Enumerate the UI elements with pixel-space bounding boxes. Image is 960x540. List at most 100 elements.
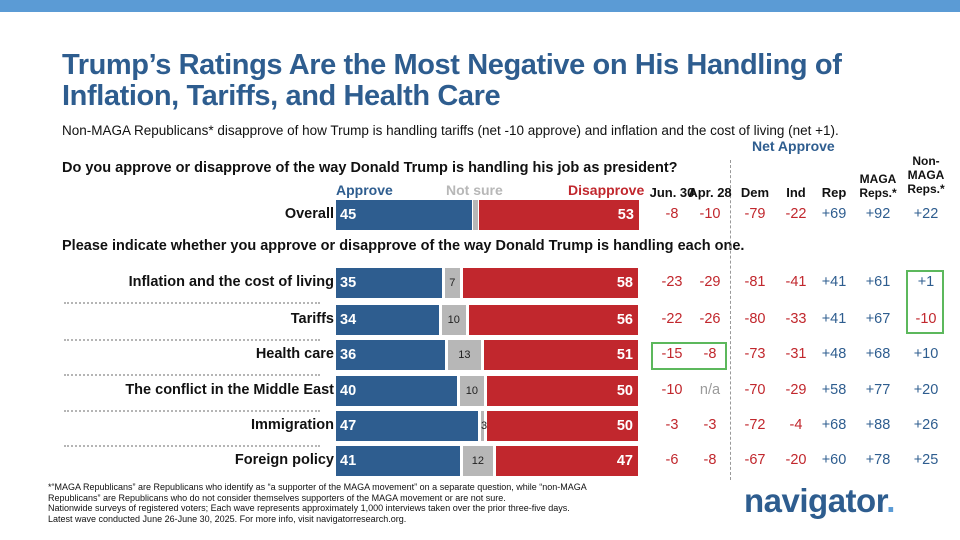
column-header-maga: MAGA Reps.* bbox=[859, 172, 897, 200]
net-cell-apr28: -26 bbox=[699, 311, 721, 327]
net-cell-nonmaga: +10 bbox=[913, 346, 939, 362]
question-overall: Do you approve or disapprove of the way … bbox=[62, 160, 678, 176]
row-label: Health care bbox=[255, 346, 334, 362]
bar-not-sure: 10 bbox=[441, 305, 466, 335]
bar-approve: 34 bbox=[336, 305, 439, 335]
net-cell-maga: +77 bbox=[865, 382, 891, 398]
net-cell-dem: -80 bbox=[744, 311, 766, 327]
row-label: Inflation and the cost of living bbox=[128, 274, 334, 290]
net-cell-maga: +61 bbox=[865, 274, 891, 290]
net-cell-nonmaga: -10 bbox=[915, 311, 937, 327]
net-cell-rep: +58 bbox=[821, 382, 847, 398]
net-cell-ind: -31 bbox=[785, 346, 807, 362]
bar-value-label: 53 bbox=[617, 207, 634, 223]
net-cell-apr28: -29 bbox=[699, 274, 721, 290]
row-divider bbox=[64, 302, 320, 304]
net-cell-rep: +68 bbox=[821, 417, 847, 433]
bar-not-sure: 3 bbox=[480, 411, 487, 441]
bar-disapprove: 47 bbox=[496, 446, 638, 476]
top-accent-bar bbox=[0, 0, 960, 12]
navigator-logo: navigator. bbox=[744, 482, 895, 520]
chart-title: Trump’s Ratings Are the Most Negative on… bbox=[62, 49, 842, 112]
net-cell-jun30: -15 bbox=[661, 346, 683, 362]
bar-value-label: 34 bbox=[340, 312, 357, 328]
row-label: Foreign policy bbox=[234, 452, 334, 468]
footnote-line: Latest wave conducted June 26-June 30, 2… bbox=[48, 513, 407, 524]
bar-disapprove: 50 bbox=[487, 376, 638, 406]
net-cell-dem: -72 bbox=[744, 417, 766, 433]
highlight-non-maga-inflation-tariffs bbox=[906, 270, 944, 334]
bar-disapprove: 56 bbox=[468, 305, 638, 335]
net-cell-ind: -41 bbox=[785, 274, 807, 290]
bar-value-label: 36 bbox=[340, 347, 357, 363]
net-cell-rep: +48 bbox=[821, 346, 847, 362]
net-cell-nonmaga: +25 bbox=[913, 452, 939, 468]
bar-value-label: 13 bbox=[458, 349, 471, 361]
bar-disapprove: 58 bbox=[462, 268, 638, 298]
question-issues: Please indicate whether you approve or d… bbox=[62, 238, 745, 254]
net-cell-jun30: -22 bbox=[661, 311, 683, 327]
net-cell-nonmaga: +1 bbox=[917, 274, 935, 290]
column-header-apr28: Apr. 28 bbox=[688, 185, 732, 200]
logo-text: navigator bbox=[744, 482, 887, 519]
bar-value-label: 35 bbox=[340, 275, 357, 291]
net-cell-rep: +41 bbox=[821, 311, 847, 327]
chart-subtitle: Non-MAGA Republicans* disapprove of how … bbox=[62, 123, 839, 138]
bar-value-label: 41 bbox=[340, 453, 357, 469]
net-cell-maga: +68 bbox=[865, 346, 891, 362]
logo-dot: . bbox=[886, 482, 895, 519]
column-header-rep: Rep bbox=[821, 185, 847, 200]
column-separator bbox=[730, 160, 731, 480]
column-header-nonmaga: Non-MAGA Reps.* bbox=[907, 154, 945, 196]
legend-not-sure: Not sure bbox=[446, 182, 503, 198]
bar-disapprove: 53 bbox=[478, 200, 639, 230]
net-cell-jun30: -6 bbox=[665, 452, 679, 468]
row-label: Immigration bbox=[251, 417, 334, 433]
net-cell-ind: -33 bbox=[785, 311, 807, 327]
bar-disapprove: 50 bbox=[487, 411, 638, 441]
bar-approve: 35 bbox=[336, 268, 442, 298]
net-approve-header: Net Approve bbox=[752, 138, 835, 154]
net-cell-nonmaga: +26 bbox=[913, 417, 939, 433]
bar-approve: 36 bbox=[336, 340, 445, 370]
net-cell-dem: -67 bbox=[744, 452, 766, 468]
net-cell-jun30: -8 bbox=[665, 206, 679, 222]
net-cell-dem: -73 bbox=[744, 346, 766, 362]
net-cell-nonmaga: +22 bbox=[913, 206, 939, 222]
net-cell-jun30: -23 bbox=[661, 274, 683, 290]
net-cell-apr28: -8 bbox=[703, 346, 717, 362]
net-cell-nonmaga: +20 bbox=[913, 382, 939, 398]
row-label: The conflict in the Middle East bbox=[125, 382, 334, 398]
net-cell-dem: -81 bbox=[744, 274, 766, 290]
bar-disapprove: 51 bbox=[483, 340, 638, 370]
net-cell-ind: -20 bbox=[785, 452, 807, 468]
net-cell-dem: -70 bbox=[744, 382, 766, 398]
bar-approve: 41 bbox=[336, 446, 460, 476]
net-cell-jun30: -10 bbox=[661, 382, 683, 398]
legend-disapprove: Disapprove bbox=[568, 182, 645, 198]
bar-value-label: 47 bbox=[616, 453, 633, 469]
bar-value-label: 56 bbox=[616, 312, 633, 328]
bar-value-label: 40 bbox=[340, 383, 357, 399]
bar-value-label: 10 bbox=[465, 385, 479, 397]
column-header-jun30: Jun. 30 bbox=[649, 185, 695, 200]
bar-value-label: 7 bbox=[449, 277, 456, 289]
net-cell-ind: -22 bbox=[785, 206, 807, 222]
net-cell-apr28: -3 bbox=[703, 417, 717, 433]
bar-approve: 40 bbox=[336, 376, 457, 406]
highlight-health-care-trend bbox=[651, 342, 727, 370]
net-cell-maga: +78 bbox=[865, 452, 891, 468]
bar-not-sure: 10 bbox=[459, 376, 484, 406]
legend-approve: Approve bbox=[336, 182, 393, 198]
bar-approve: 47 bbox=[336, 411, 478, 441]
bar-value-label: 45 bbox=[340, 207, 357, 223]
bar-value-label: 47 bbox=[340, 418, 357, 434]
column-header-ind: Ind bbox=[786, 185, 806, 200]
row-divider bbox=[64, 410, 320, 412]
net-cell-dem: -79 bbox=[744, 206, 766, 222]
footnote-line: Republicans” are Republicans who do not … bbox=[48, 492, 506, 503]
bar-not-sure: 13 bbox=[447, 340, 481, 370]
row-divider bbox=[64, 445, 320, 447]
bar-value-label: 12 bbox=[471, 455, 485, 467]
bar-value-label: 50 bbox=[616, 383, 633, 399]
